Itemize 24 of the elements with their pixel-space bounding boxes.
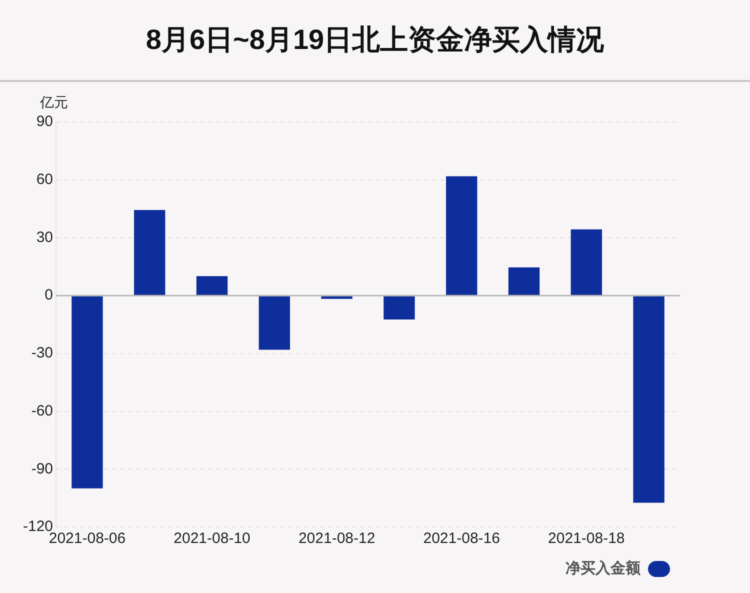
bar [446, 176, 478, 296]
bar [570, 229, 602, 296]
bar [258, 296, 290, 350]
x-tick-label: 2021-08-06 [48, 530, 126, 548]
legend-label: 净买入金额 [566, 559, 642, 578]
bar [384, 296, 415, 320]
y-tick-label: -30 [31, 344, 54, 362]
bar [508, 267, 540, 296]
y-axis-title: 亿元 [39, 94, 68, 110]
y-tick-label: 0 [44, 286, 54, 304]
x-tick-label: 2021-08-16 [423, 530, 500, 548]
bar [134, 210, 166, 296]
y-tick-label: 30 [36, 228, 54, 246]
bar [196, 276, 228, 296]
chart-title: 8月6日~8月19日北上资金净买入情况 [0, 0, 750, 82]
y-tick-label: -90 [31, 460, 54, 478]
x-tick-label: 2021-08-10 [174, 530, 250, 548]
x-tick-label: 2021-08-18 [548, 530, 625, 548]
bar [72, 296, 103, 488]
y-tick-label: 90 [36, 113, 54, 130]
y-tick-label: -60 [31, 402, 54, 420]
y-tick-label: 60 [36, 171, 54, 188]
bar [633, 296, 664, 503]
x-tick-label: 2021-08-12 [298, 530, 376, 548]
